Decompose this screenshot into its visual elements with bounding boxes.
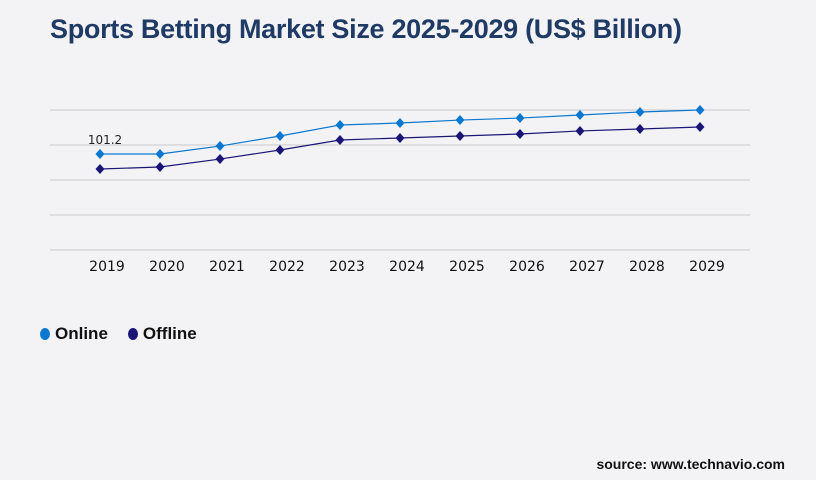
x-tick-label: 2022	[269, 259, 305, 275]
legend-marker-offline	[127, 328, 138, 340]
legend-item-offline: Offline	[127, 324, 197, 344]
data-point	[215, 154, 225, 165]
legend-label: Online	[55, 324, 108, 343]
x-tick-label: 2025	[449, 259, 485, 275]
legend-item-online: Online	[40, 324, 108, 344]
x-tick-label: 2026	[509, 259, 545, 275]
x-tick-label: 2027	[569, 259, 605, 275]
x-tick-label: 2020	[149, 259, 185, 275]
data-point	[695, 121, 705, 132]
source-text: source: www.technavio.com	[596, 456, 785, 472]
chart-title: Sports Betting Market Size 2025-2029 (US…	[50, 14, 682, 44]
data-point	[335, 134, 345, 145]
legend: Online Offline	[40, 324, 197, 344]
data-point	[155, 162, 165, 173]
data-point	[275, 145, 285, 156]
data-point	[455, 115, 465, 126]
series-line-online	[100, 109, 701, 155]
data-point	[95, 149, 105, 160]
legend-label: Offline	[142, 324, 197, 343]
x-tick-label: 2023	[329, 259, 365, 275]
data-point	[215, 141, 225, 152]
data-point	[515, 113, 525, 124]
data-point	[635, 106, 645, 117]
data-point	[395, 132, 405, 143]
x-tick-label: 2028	[629, 259, 665, 275]
data-point	[455, 130, 465, 141]
x-tick-label: 2021	[209, 259, 245, 275]
data-point	[635, 123, 645, 134]
data-point	[515, 128, 525, 139]
x-tick-label: 2019	[89, 259, 125, 275]
data-point	[695, 105, 705, 115]
data-point	[95, 163, 105, 174]
line-chart: 2019 2020 2021 2022 2023 2024 2025 2026 2027 2028…	[50, 105, 750, 275]
legend-marker-online	[40, 328, 50, 340]
data-point	[575, 110, 585, 121]
data-label: 101.2	[88, 133, 122, 147]
data-point	[275, 130, 285, 141]
data-point	[155, 149, 165, 160]
x-tick-label: 2024	[389, 259, 425, 275]
data-point	[335, 119, 345, 130]
data-point	[575, 125, 585, 136]
data-point	[395, 117, 405, 128]
x-tick-label: 2029	[689, 259, 725, 275]
